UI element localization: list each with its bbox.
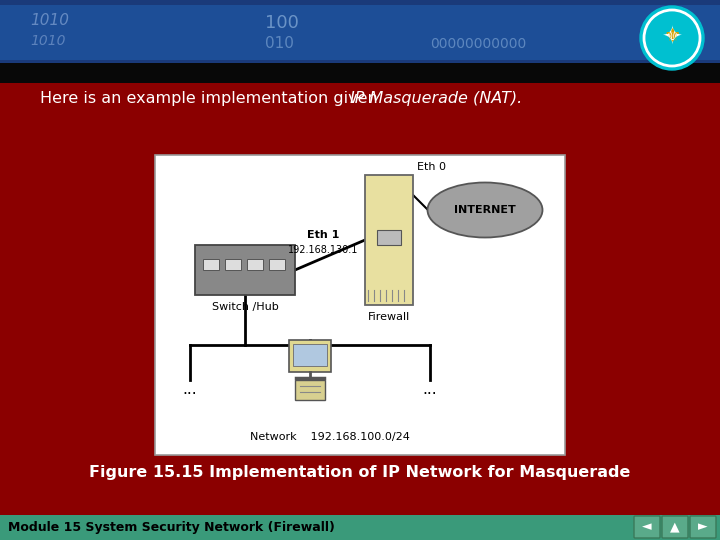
- Text: 100: 100: [265, 14, 299, 32]
- Text: Eth 1: Eth 1: [307, 230, 339, 240]
- Text: Switch /Hub: Switch /Hub: [212, 302, 279, 312]
- Text: 010: 010: [265, 36, 294, 51]
- Text: ▲: ▲: [670, 521, 680, 534]
- FancyBboxPatch shape: [195, 245, 295, 295]
- FancyBboxPatch shape: [0, 0, 720, 75]
- Text: Firewall: Firewall: [368, 312, 410, 322]
- Ellipse shape: [428, 183, 542, 238]
- FancyBboxPatch shape: [377, 230, 401, 245]
- Text: IP Masquerade (NAT).: IP Masquerade (NAT).: [350, 91, 522, 105]
- FancyBboxPatch shape: [0, 515, 720, 540]
- FancyBboxPatch shape: [155, 155, 565, 455]
- Text: Network    192.168.100.0/24: Network 192.168.100.0/24: [250, 432, 410, 442]
- FancyBboxPatch shape: [203, 259, 219, 270]
- Text: 192.168.130.1: 192.168.130.1: [288, 245, 358, 255]
- Text: 1010: 1010: [30, 13, 69, 28]
- Text: INTERNET: INTERNET: [454, 205, 516, 215]
- Text: ...: ...: [423, 382, 437, 397]
- Text: Here is an example implementation given: Here is an example implementation given: [40, 91, 383, 105]
- Text: ...: ...: [183, 382, 197, 397]
- FancyBboxPatch shape: [634, 516, 660, 538]
- Text: 1010: 1010: [30, 34, 66, 48]
- Text: ✦: ✦: [662, 26, 683, 50]
- Text: ◄: ◄: [642, 521, 652, 534]
- FancyBboxPatch shape: [289, 340, 331, 372]
- Circle shape: [640, 6, 704, 70]
- FancyBboxPatch shape: [247, 259, 263, 270]
- FancyBboxPatch shape: [365, 175, 413, 305]
- FancyBboxPatch shape: [0, 63, 720, 83]
- FancyBboxPatch shape: [269, 259, 285, 270]
- Text: Module 15 System Security Network (Firewall): Module 15 System Security Network (Firew…: [8, 521, 335, 534]
- FancyBboxPatch shape: [225, 259, 241, 270]
- FancyBboxPatch shape: [295, 380, 325, 400]
- FancyBboxPatch shape: [662, 516, 688, 538]
- Text: Eth 0: Eth 0: [417, 162, 446, 172]
- FancyBboxPatch shape: [690, 516, 716, 538]
- Text: ►: ►: [698, 521, 708, 534]
- Text: Figure 15.15 Implementation of IP Network for Masquerade: Figure 15.15 Implementation of IP Networ…: [89, 464, 631, 480]
- Text: 00000000000: 00000000000: [430, 37, 526, 51]
- FancyBboxPatch shape: [293, 344, 327, 366]
- FancyBboxPatch shape: [0, 5, 720, 60]
- Text: ⚜: ⚜: [663, 26, 680, 45]
